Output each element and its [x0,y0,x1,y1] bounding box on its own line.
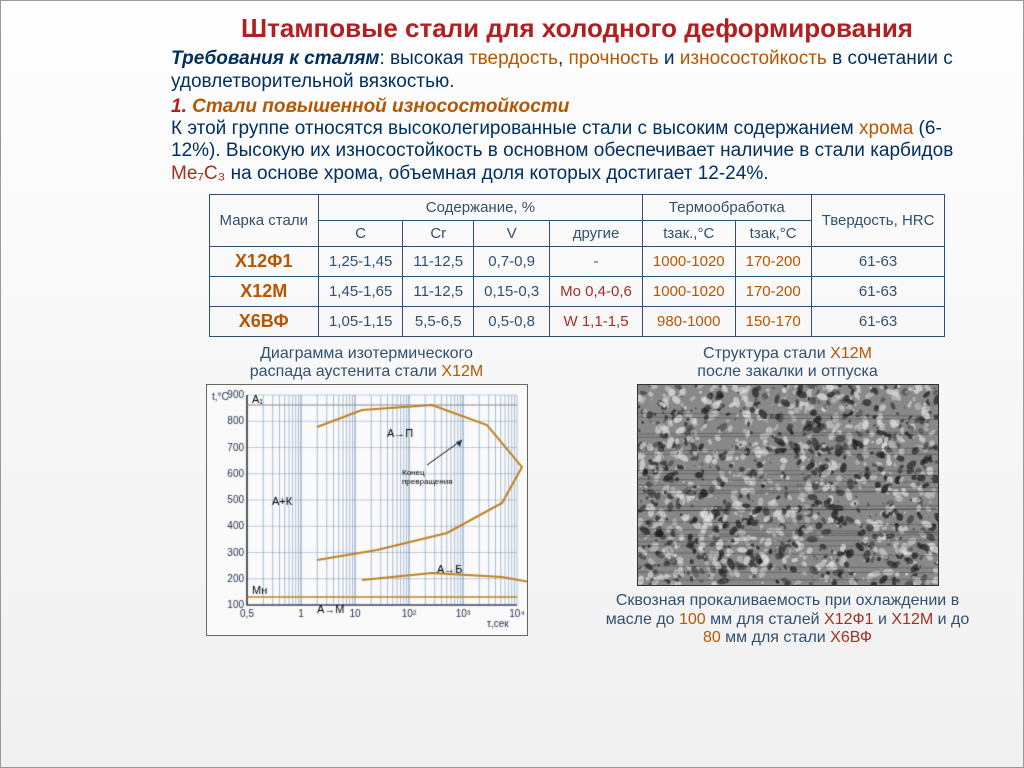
paragraph: К этой группе относятся высоколегированн… [171,118,983,186]
section-heading: 1. Стали повышенной износостойкости [171,96,983,118]
microstructure-photo: Структура стали Х12Мпосле закалки и отпу… [592,345,983,647]
steel-table: Марка стали Содержание, % Термообработка… [209,194,946,337]
caption: Сквозная прокаливаемость при охлаждении … [592,592,983,647]
page-title: Штамповые стали для холодного деформиров… [171,13,983,44]
requirements: Требования к сталям: высокая твердость, … [171,48,983,94]
isothermal-diagram: Диаграмма изотермическогораспада аустени… [171,345,562,647]
